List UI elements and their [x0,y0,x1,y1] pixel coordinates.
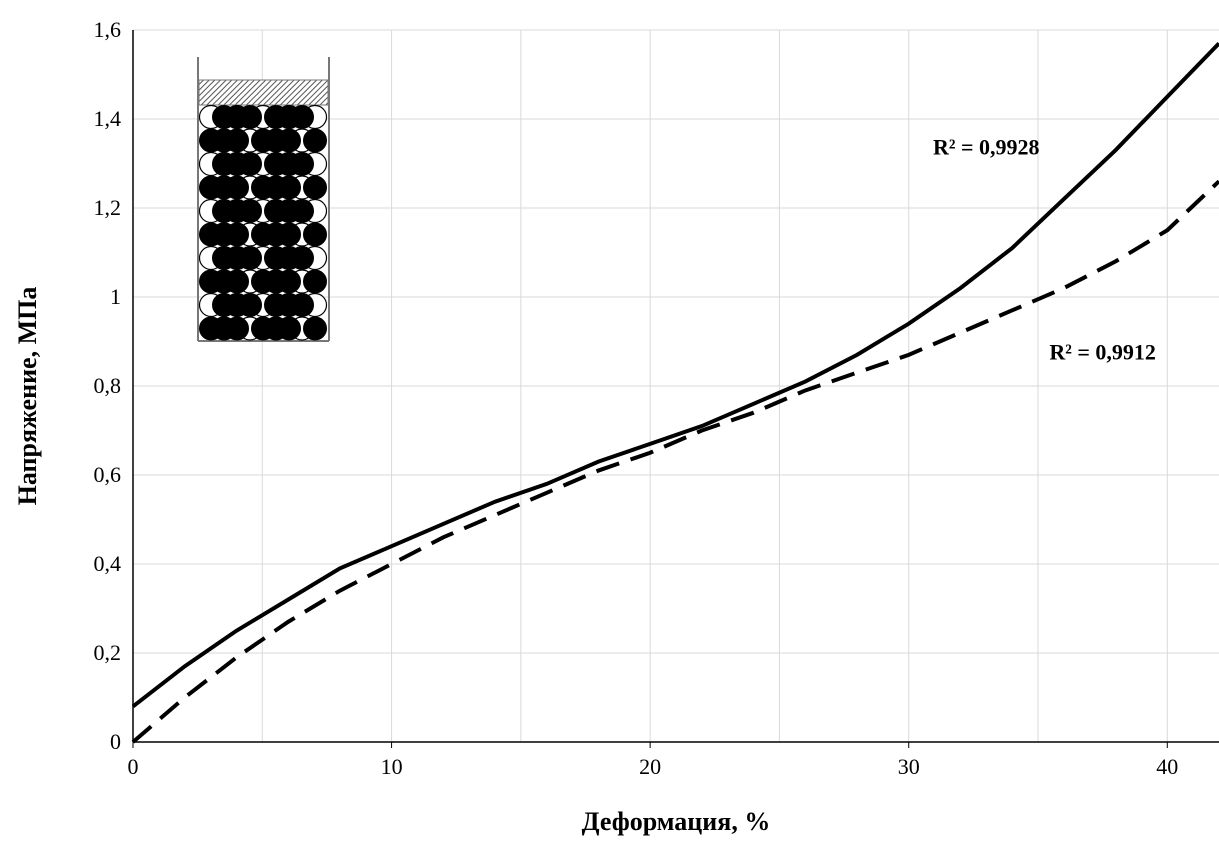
ball [212,152,236,176]
ball [277,175,301,200]
x-tick-label: 10 [381,754,403,779]
y-tick-label: 1,4 [94,106,122,131]
y-tick-label: 0 [110,729,121,754]
ball [264,199,288,223]
ball [277,128,301,153]
ball [251,128,275,153]
ball [290,246,314,270]
x-tick-label: 20 [639,754,661,779]
y-tick-label: 1,6 [94,17,122,42]
ball [303,316,327,341]
ball [264,246,288,270]
ball [264,152,288,176]
ball [212,105,236,129]
ball [212,293,236,317]
y-axis-label: Напряжение, МПа [13,287,42,506]
ball [238,105,262,129]
annotation: R² = 0,9912 [1049,339,1156,364]
series-line [131,179,1219,744]
ball [238,293,262,317]
ball [212,199,236,223]
ball [290,105,314,129]
ball [238,199,262,223]
ball [277,222,301,247]
ball [199,175,223,200]
ball [264,105,288,129]
inset-diagram [197,57,330,342]
x-tick-label: 30 [898,754,920,779]
y-tick-label: 0,6 [94,462,122,487]
x-tick-label: 40 [1156,754,1178,779]
ball [251,316,275,341]
ball [290,199,314,223]
ball [251,222,275,247]
ball [303,269,327,294]
ball [264,293,288,317]
ball [199,316,223,341]
ball [277,316,301,341]
annotation: R² = 0,9928 [933,135,1040,160]
ball [212,246,236,270]
ball [303,128,327,153]
series-line [131,41,1219,708]
ball [251,175,275,200]
y-tick-label: 0,4 [94,551,122,576]
ball [225,128,249,153]
ball [225,222,249,247]
ball [238,152,262,176]
y-tick-label: 1 [110,284,121,309]
ball [303,222,327,247]
ball [225,269,249,294]
ball [277,269,301,294]
y-tick-label: 0,8 [94,373,122,398]
y-tick-label: 0,2 [94,640,122,665]
ball [290,152,314,176]
ball [290,293,314,317]
y-tick-label: 1,2 [94,195,122,220]
ball [199,269,223,294]
piston [198,79,329,106]
x-axis-label: Деформация, % [582,807,771,836]
x-tick-label: 0 [128,754,139,779]
ball [303,175,327,200]
ball [251,269,275,294]
ball [238,246,262,270]
ball [225,175,249,200]
ball [199,222,223,247]
ball [199,128,223,153]
ball [225,316,249,341]
